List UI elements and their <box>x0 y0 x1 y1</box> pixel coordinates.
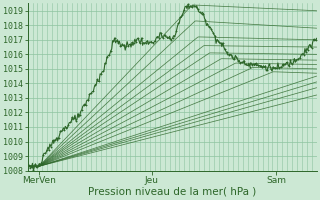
X-axis label: Pression niveau de la mer( hPa ): Pression niveau de la mer( hPa ) <box>88 187 256 197</box>
